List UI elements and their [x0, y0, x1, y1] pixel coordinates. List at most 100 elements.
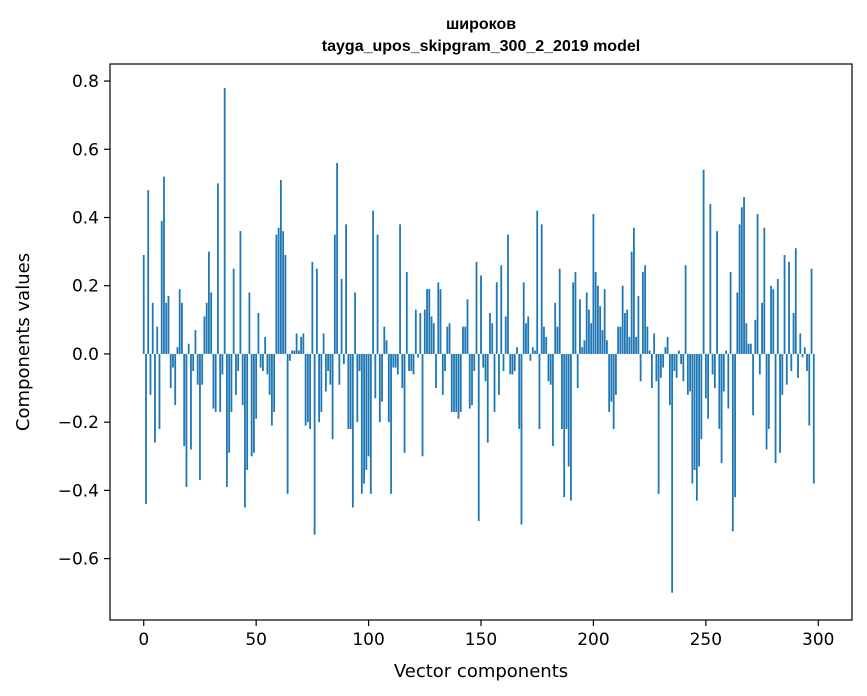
bar [617, 326, 620, 354]
bar [513, 353, 516, 371]
bar [320, 353, 323, 412]
bar [624, 313, 626, 354]
bar [244, 353, 246, 508]
bar [549, 353, 552, 385]
bar [684, 265, 687, 354]
bar [637, 295, 640, 354]
bar [226, 353, 228, 487]
bar [383, 326, 386, 354]
bar [525, 323, 527, 354]
bar [522, 282, 525, 354]
bar [556, 326, 559, 354]
bar [635, 336, 638, 354]
bar [248, 292, 251, 354]
bar [601, 330, 604, 354]
bar [399, 224, 401, 354]
bar [149, 353, 152, 395]
bar [722, 353, 725, 392]
bar [291, 350, 294, 354]
bar [511, 353, 514, 375]
bar [495, 282, 498, 354]
bar [167, 295, 170, 354]
bar [700, 353, 703, 440]
bars-group [142, 87, 815, 593]
bar [698, 353, 700, 467]
bar [529, 353, 532, 361]
bar [655, 353, 658, 382]
bar [653, 333, 656, 354]
bar [504, 316, 507, 354]
bar [192, 353, 195, 371]
bar [473, 353, 476, 371]
bar [745, 323, 748, 354]
bar [597, 285, 599, 354]
bar [558, 268, 561, 354]
bar [592, 214, 595, 354]
bar [520, 353, 523, 525]
bar [354, 292, 356, 354]
bar [675, 353, 678, 378]
bar [725, 350, 727, 354]
bar [203, 316, 206, 354]
bar [671, 353, 674, 593]
bar [797, 353, 799, 378]
bar [590, 323, 593, 354]
y-tick-label: 0.0 [72, 345, 99, 365]
bar [493, 353, 496, 412]
bar [650, 353, 653, 389]
bar [300, 336, 303, 354]
x-tick-label: 100 [352, 630, 384, 650]
bar [194, 330, 197, 354]
bar [720, 353, 723, 464]
x-axis: 0 50 100 150 200 250 300 [138, 620, 834, 650]
bar [390, 353, 392, 494]
bar [702, 169, 705, 354]
bar [677, 350, 680, 354]
bar [295, 333, 298, 354]
bar [693, 353, 696, 470]
bar [392, 353, 395, 368]
bar [621, 285, 624, 354]
bar [336, 162, 338, 354]
bar [772, 289, 775, 354]
bar [767, 353, 770, 429]
bar [172, 353, 174, 368]
x-tick-label: 250 [690, 630, 722, 650]
bar [309, 353, 312, 429]
bar [792, 313, 795, 354]
bar [286, 353, 289, 494]
bar [338, 353, 341, 385]
bar [253, 353, 255, 453]
bar [385, 340, 388, 354]
bar [648, 350, 651, 354]
bar [457, 353, 460, 419]
bar [581, 347, 584, 354]
x-tick-label: 50 [245, 630, 267, 650]
bar [453, 353, 455, 412]
bar [221, 353, 224, 375]
bar [668, 353, 671, 406]
bar [754, 319, 757, 354]
bar [365, 353, 368, 470]
bar [466, 299, 469, 354]
bar [347, 353, 350, 429]
bar [181, 302, 183, 354]
bar [776, 278, 779, 354]
bar [208, 251, 210, 354]
bar [239, 231, 242, 354]
bar [165, 302, 168, 354]
bar [417, 353, 419, 358]
bar [201, 353, 204, 385]
bar [707, 353, 709, 419]
bar [664, 347, 667, 354]
bar [394, 353, 397, 368]
bar [219, 353, 222, 412]
bar [794, 248, 797, 354]
bar [147, 190, 150, 354]
bar [273, 353, 276, 412]
bar [178, 289, 181, 354]
bar [585, 292, 588, 354]
bar [448, 323, 451, 354]
bar [740, 207, 743, 354]
bar [322, 333, 325, 354]
